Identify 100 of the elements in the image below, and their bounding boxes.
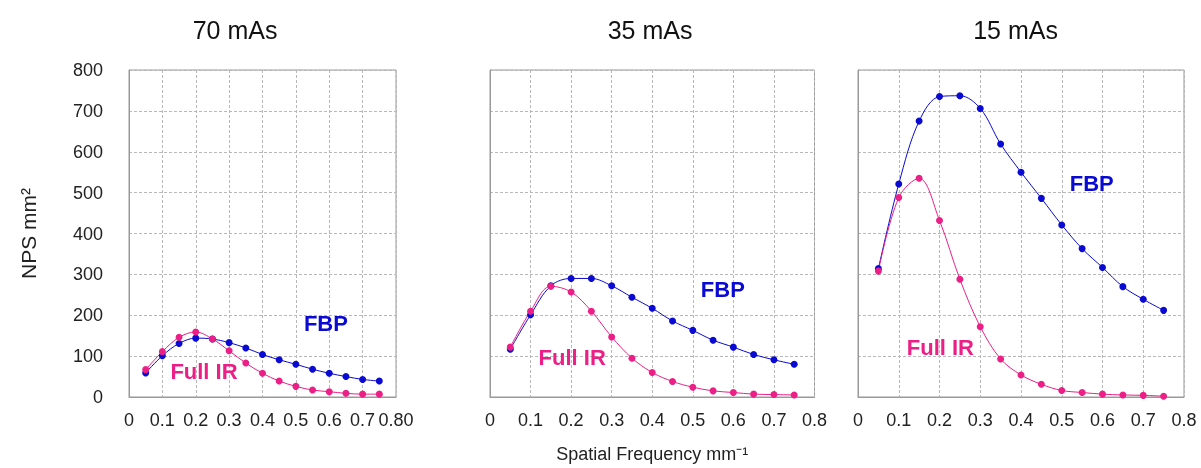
point [790, 391, 798, 399]
x-tick-label: 0.1 [149, 410, 175, 430]
point [192, 334, 200, 342]
point [648, 304, 656, 312]
x-tick-label: 0 [852, 410, 864, 430]
point [915, 174, 923, 182]
point [275, 356, 283, 364]
point [567, 274, 575, 282]
point [729, 389, 737, 396]
y-tick-label: 100 [72, 346, 103, 367]
point [997, 355, 1005, 363]
point [259, 369, 266, 377]
point [750, 350, 758, 358]
point [275, 377, 283, 385]
point [895, 180, 903, 188]
y-tick-label: 200 [72, 305, 103, 326]
point [375, 377, 383, 385]
series-label: Full IR [170, 359, 238, 385]
point [375, 390, 383, 398]
chart-title: 35 mAs [607, 15, 693, 44]
series-label: FBP [700, 276, 745, 302]
point [1139, 391, 1147, 399]
x-tick-label: 0.8 [801, 410, 827, 430]
x-tick-label: 0.4 [1008, 410, 1034, 430]
y-tick-label: 500 [72, 182, 103, 203]
point [936, 216, 943, 224]
point [158, 348, 166, 356]
point [192, 328, 200, 336]
point [1078, 389, 1086, 396]
x-tick-label: 0.5 [1049, 410, 1075, 430]
point [956, 275, 964, 283]
point [527, 307, 535, 315]
series-label: Full IR [906, 335, 975, 361]
point [292, 382, 300, 390]
point [309, 365, 317, 373]
point [359, 390, 367, 398]
y-axis-title: NPS mm² [17, 188, 40, 279]
point [976, 104, 984, 112]
x-tick-label: 0.2 [183, 410, 209, 430]
point [628, 293, 636, 301]
point [689, 383, 697, 391]
point [1058, 386, 1066, 394]
point [1037, 194, 1045, 202]
x-tick-label: 0.2 [926, 410, 953, 430]
point [689, 326, 697, 334]
chart-title: 15 mAs [973, 15, 1058, 44]
point [729, 343, 737, 351]
point [1058, 221, 1066, 229]
x-tick-label: 0.80 [378, 410, 414, 430]
x-tick-label: 0.1 [886, 410, 912, 430]
point [342, 373, 350, 381]
point [709, 387, 717, 395]
x-tick-label: 0.6 [316, 410, 342, 430]
point [628, 354, 636, 362]
x-tick-label: 0.7 [1130, 410, 1156, 430]
point [1037, 380, 1045, 388]
point [895, 194, 903, 202]
point [608, 282, 616, 290]
point [648, 368, 656, 376]
point [936, 93, 943, 101]
x-tick-label: 0.4 [249, 410, 276, 430]
point [242, 344, 250, 352]
point [770, 391, 778, 399]
point [175, 339, 183, 347]
y-tick-label: 300 [72, 264, 103, 285]
point [915, 117, 923, 125]
x-tick-label: 0.3 [967, 410, 993, 430]
x-tick-label: 0 [123, 410, 135, 430]
x-tick-label: 0.4 [639, 410, 665, 430]
point [1119, 391, 1127, 399]
point [225, 347, 233, 355]
x-tick-label: 0.1 [518, 410, 544, 430]
x-tick-label: 0.7 [761, 410, 787, 430]
point [976, 323, 984, 331]
point [175, 333, 183, 341]
chart-title: 70 mAs [192, 15, 278, 44]
point [709, 336, 717, 344]
point [292, 360, 300, 368]
point [259, 350, 266, 358]
point [342, 389, 350, 397]
point [790, 360, 798, 368]
point [1160, 392, 1168, 400]
point [225, 339, 233, 347]
point [669, 317, 677, 325]
x-tick-label: 0.8 [1171, 410, 1197, 430]
point [325, 369, 333, 377]
point [587, 307, 595, 315]
series-label: FBP [1069, 171, 1114, 197]
x-tick-label: 0 [484, 410, 496, 430]
x-tick-label: 0.5 [680, 410, 706, 430]
point [1099, 263, 1106, 271]
series-label: Full IR [538, 345, 606, 371]
point [1099, 390, 1106, 398]
point [770, 356, 778, 364]
point [1119, 283, 1127, 291]
point [1139, 295, 1147, 303]
y-tick-label: 400 [72, 223, 103, 244]
y-tick-label: 800 [72, 60, 103, 80]
x-tick-label: 0.2 [558, 410, 584, 430]
y-tick-label: 600 [72, 141, 103, 162]
